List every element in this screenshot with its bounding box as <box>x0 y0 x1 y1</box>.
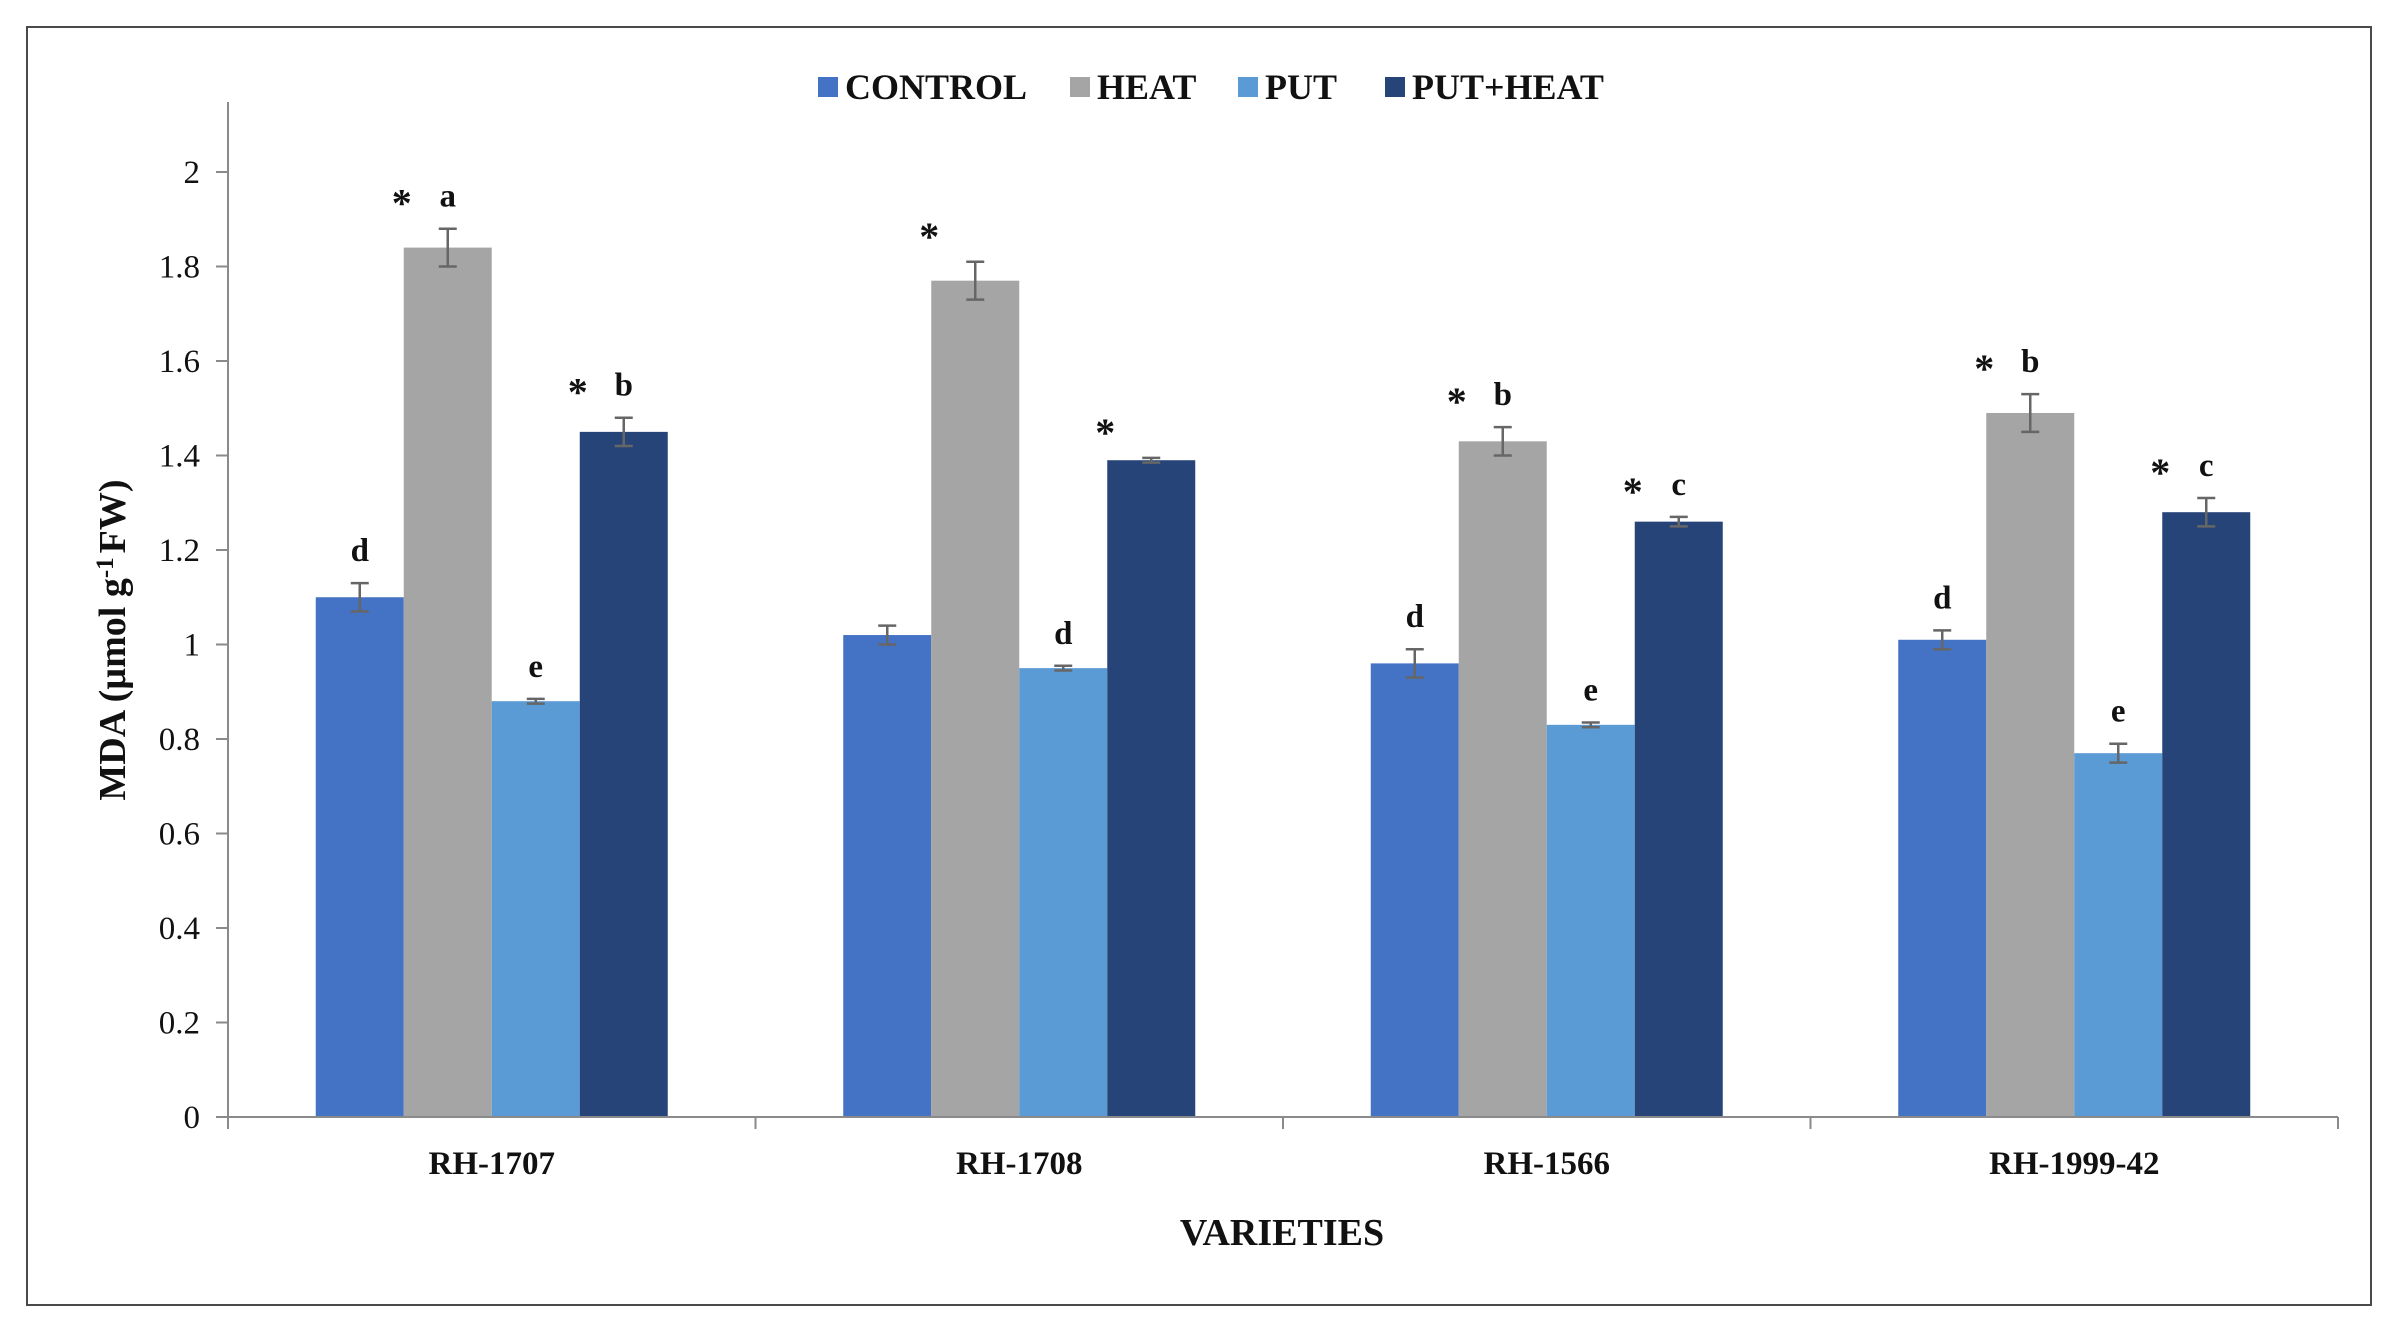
error-bar <box>350 581 369 613</box>
y-tick-label: 0.4 <box>159 911 200 947</box>
y-tick-label: 0.2 <box>159 1006 200 1042</box>
legend: CONTROL HEAT PUT PUT+HEAT <box>818 67 1604 107</box>
significance-star: * <box>392 181 412 226</box>
legend-label: PUT <box>1265 67 1337 107</box>
error-bar <box>438 227 457 268</box>
error-bar <box>1493 425 1512 457</box>
bar-heat-rh-1707 <box>403 247 492 1118</box>
significance-letter: e <box>1583 672 1598 708</box>
error-bar <box>966 260 985 301</box>
bar-heat-rh-1708 <box>931 280 1020 1117</box>
legend-item-put-heat: PUT+HEAT <box>1385 67 1604 107</box>
significance-letter: c <box>2199 448 2214 484</box>
error-bar <box>2197 496 2216 528</box>
x-tick-label: RH-1566 <box>1484 1146 1611 1182</box>
bar-put-rh-1707 <box>491 701 580 1117</box>
bar-put-heat-rh-1566 <box>1634 521 1723 1117</box>
significance-letter: a <box>440 179 457 215</box>
legend-label: HEAT <box>1097 67 1196 107</box>
significance-annotations: d d d a * * b * b * e d e e b * * c * c * <box>351 179 2214 730</box>
significance-letter: e <box>528 649 543 685</box>
y-tick-label: 1.4 <box>159 439 200 475</box>
bar-put-heat-rh-1999-42 <box>2162 512 2251 1117</box>
significance-star: * <box>919 214 939 259</box>
error-bar <box>1669 515 1688 528</box>
y-axis-label: MDA (µmol g-1FW) <box>92 479 134 800</box>
legend-swatch <box>818 77 838 97</box>
significance-star: * <box>1623 469 1643 514</box>
error-bar <box>2109 742 2128 764</box>
bar-put-heat-rh-1708 <box>1107 460 1196 1118</box>
bar-put-rh-1708 <box>1019 668 1108 1117</box>
legend-swatch <box>1385 77 1405 97</box>
significance-star: * <box>2150 450 2170 495</box>
significance-letter: b <box>1494 377 1512 413</box>
significance-letter: d <box>1406 599 1424 635</box>
significance-star: * <box>568 370 588 415</box>
x-axis: RH-1707 RH-1708 RH-1566 RH-1999-42 <box>227 1116 2339 1182</box>
y-tick-label: 1.2 <box>159 533 200 569</box>
x-tick-label: RH-1707 <box>429 1146 556 1182</box>
legend-swatch <box>1070 77 1090 97</box>
legend-swatch <box>1238 77 1258 97</box>
x-axis-label: VARIETIES <box>1180 1212 1384 1254</box>
bars <box>315 227 2251 1118</box>
error-bar <box>1405 647 1424 679</box>
significance-star: * <box>1447 379 1467 424</box>
bar-put-rh-1999-42 <box>2074 753 2163 1117</box>
error-bar <box>2021 392 2040 434</box>
y-tick-label: 2 <box>184 155 201 191</box>
bar-control-rh-1999-42 <box>1898 639 1987 1117</box>
significance-letter: d <box>351 533 369 569</box>
error-bar <box>1581 721 1600 729</box>
legend-item-control: CONTROL <box>818 67 1027 107</box>
bar-put-rh-1566 <box>1546 724 1635 1117</box>
x-tick-label: RH-1708 <box>956 1146 1083 1182</box>
error-bar <box>526 697 545 705</box>
bar-control-rh-1707 <box>315 597 404 1117</box>
y-tick-label: 0.8 <box>159 722 200 758</box>
bar-control-rh-1708 <box>843 635 932 1117</box>
bar-put-heat-rh-1707 <box>579 431 668 1117</box>
y-tick-label: 1.6 <box>159 344 200 380</box>
x-tick-label: RH-1999-42 <box>1989 1146 2159 1182</box>
y-tick-label: 0.6 <box>159 817 200 853</box>
significance-letter: b <box>615 368 633 404</box>
y-axis: 0 0.2 0.4 0.6 0.8 1 1.2 1.4 1.6 1.8 2 <box>159 102 229 1136</box>
y-tick-label: 0 <box>184 1100 201 1136</box>
significance-letter: d <box>1054 616 1072 652</box>
legend-item-heat: HEAT <box>1070 67 1196 107</box>
bar-control-rh-1566 <box>1370 663 1459 1117</box>
error-bar <box>1142 456 1161 464</box>
bar-heat-rh-1999-42 <box>1986 412 2075 1118</box>
error-bar <box>1054 664 1073 672</box>
significance-star: * <box>1974 346 1994 391</box>
error-bar <box>614 416 633 448</box>
significance-star: * <box>1095 410 1115 455</box>
y-tick-label: 1 <box>184 628 201 664</box>
legend-item-put: PUT <box>1238 67 1337 107</box>
significance-letter: c <box>1671 467 1686 503</box>
significance-letter: b <box>2021 344 2039 380</box>
error-bar <box>1933 629 1952 651</box>
significance-letter: d <box>1933 580 1951 616</box>
legend-label: PUT+HEAT <box>1412 67 1604 107</box>
significance-letter: e <box>2111 694 2126 730</box>
y-tick-label: 1.8 <box>159 250 200 286</box>
bar-heat-rh-1566 <box>1458 441 1547 1117</box>
legend-label: CONTROL <box>845 67 1027 107</box>
error-bar <box>878 624 897 646</box>
